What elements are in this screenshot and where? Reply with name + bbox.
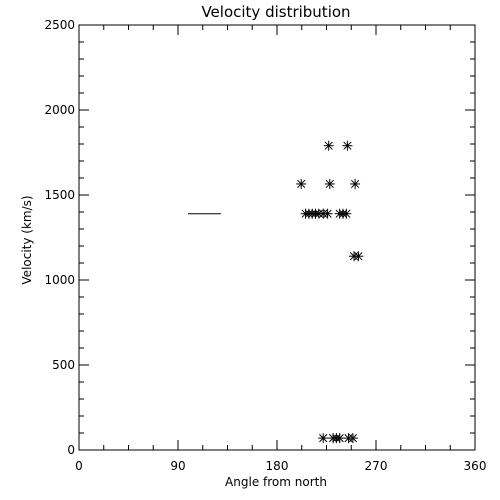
data-point	[318, 433, 329, 444]
data-point	[353, 251, 364, 262]
y-tick-label: 1000	[44, 273, 75, 287]
chart-title: Velocity distribution	[201, 3, 350, 21]
data-marks	[187, 140, 364, 444]
x-axis-label: Angle from north	[225, 475, 327, 489]
y-axis-label: Velocity (km/s)	[20, 195, 34, 284]
axis-ticks	[78, 24, 476, 451]
y-tick-label: 0	[67, 443, 75, 457]
data-point	[350, 178, 361, 189]
x-tick-label: 90	[170, 459, 185, 473]
data-point	[334, 433, 345, 444]
data-point	[342, 140, 353, 151]
data-point	[322, 208, 333, 219]
y-tick-label: 1500	[44, 188, 75, 202]
data-point	[324, 178, 335, 189]
x-tick-label: 360	[464, 459, 487, 473]
data-point	[347, 433, 358, 444]
y-tick-label: 2500	[44, 18, 75, 32]
y-tick-label: 500	[52, 358, 75, 372]
data-point	[296, 178, 307, 189]
y-tick-label: 2000	[44, 103, 75, 117]
data-point	[323, 140, 334, 151]
x-tick-label: 180	[266, 459, 289, 473]
x-tick-label: 270	[365, 459, 388, 473]
x-tick-label: 0	[75, 459, 83, 473]
data-point	[341, 208, 352, 219]
plot-frame	[78, 24, 476, 451]
tick-labels: 0 90 180 270 360 0 500 1000 1500 2000 2500	[44, 18, 486, 473]
